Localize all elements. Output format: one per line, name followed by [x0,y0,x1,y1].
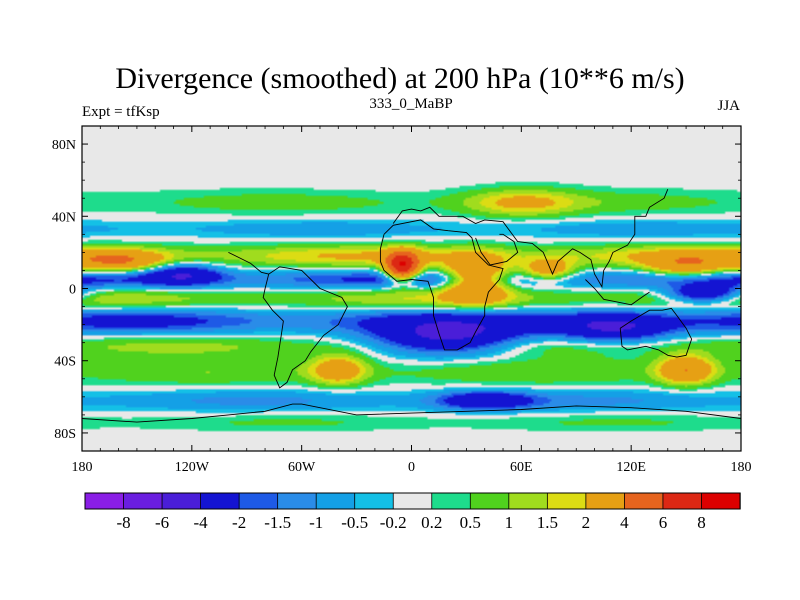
colorbar-box [701,492,741,510]
y-tick-label: 40S [54,355,76,370]
y-tick-label: 80N [52,138,76,153]
colorbar-box [508,492,549,510]
colorbar-label: -6 [155,513,169,532]
experiment-label: Expt = tfKsp [82,104,160,120]
coastline-eurasia-south [392,189,669,289]
colorbar-label: -0.5 [341,513,368,532]
x-tick-label: 180 [731,460,752,475]
colorbar-box [277,492,317,510]
y-tick-label: 40N [52,210,76,225]
colorbar-label: 4 [620,513,629,532]
colorbar-box [546,492,587,510]
colorbar-box [585,492,626,510]
x-tick-label: 60W [288,460,316,475]
colorbar-label: 0.2 [421,513,442,532]
coastline-australia [619,307,693,358]
coastline-africa [379,219,504,351]
coastline-antarctic-outline [81,403,742,423]
colorbar-box [84,492,125,510]
colorbar-label: -4 [194,513,209,532]
colorbar-label: 8 [697,513,706,532]
x-tick-label: 60E [510,460,533,475]
x-tick-label: 180 [72,460,93,475]
colorbar-box [200,492,240,510]
colorbar-box [431,492,471,510]
colorbar-box [123,492,163,510]
divergence-field [82,126,741,451]
colorbar-label: 6 [659,513,668,532]
y-tick-label: 0 [69,283,76,298]
colorbar-label: -1 [309,513,323,532]
colorbar-box [315,492,356,510]
colorbar-label: -8 [116,513,130,532]
chart-title: Divergence (smoothed) at 200 hPa (10**6 … [115,62,684,95]
map-area [81,125,742,452]
colorbar-frame [84,492,741,510]
coastline-arabia [475,233,519,266]
colorbar-label: -1.5 [264,513,291,532]
coastline-maritime [585,279,650,306]
colorbar-box [161,492,202,510]
coastline-south-america [262,266,348,389]
colorbar: -8 -6 -4 -2 -1.5 -1 -0.5 -0.2 0.2 0.5 1 1.5 2 4 6 8 [84,492,741,532]
y-axis: 80N 40N 0 40S 80S [52,138,741,442]
colorbar-label: 0.5 [460,513,481,532]
x-tick-label: 0 [408,460,415,475]
colorbar-box [624,492,664,510]
x-tick-label: 120E [616,460,646,475]
run-label: 333_0_MaBP [369,96,452,112]
x-tick-label: 120W [175,460,210,475]
colorbar-box [354,492,394,510]
colorbar-label: 1 [505,513,514,532]
season-label: JJA [717,98,740,114]
x-axis: 180 120W 60W 0 60E 120E 180 [72,126,752,475]
colorbar-label: -2 [232,513,246,532]
colorbar-box [392,492,433,510]
coastline-central-america [228,251,269,275]
coastlines [81,189,742,423]
colorbar-box [662,492,703,510]
colorbar-label: 1.5 [537,513,558,532]
colorbar-label: -0.2 [380,513,407,532]
y-tick-label: 80S [54,427,76,442]
colorbar-box [469,492,510,510]
colorbar-box [238,492,279,510]
colorbar-label: 2 [582,513,591,532]
